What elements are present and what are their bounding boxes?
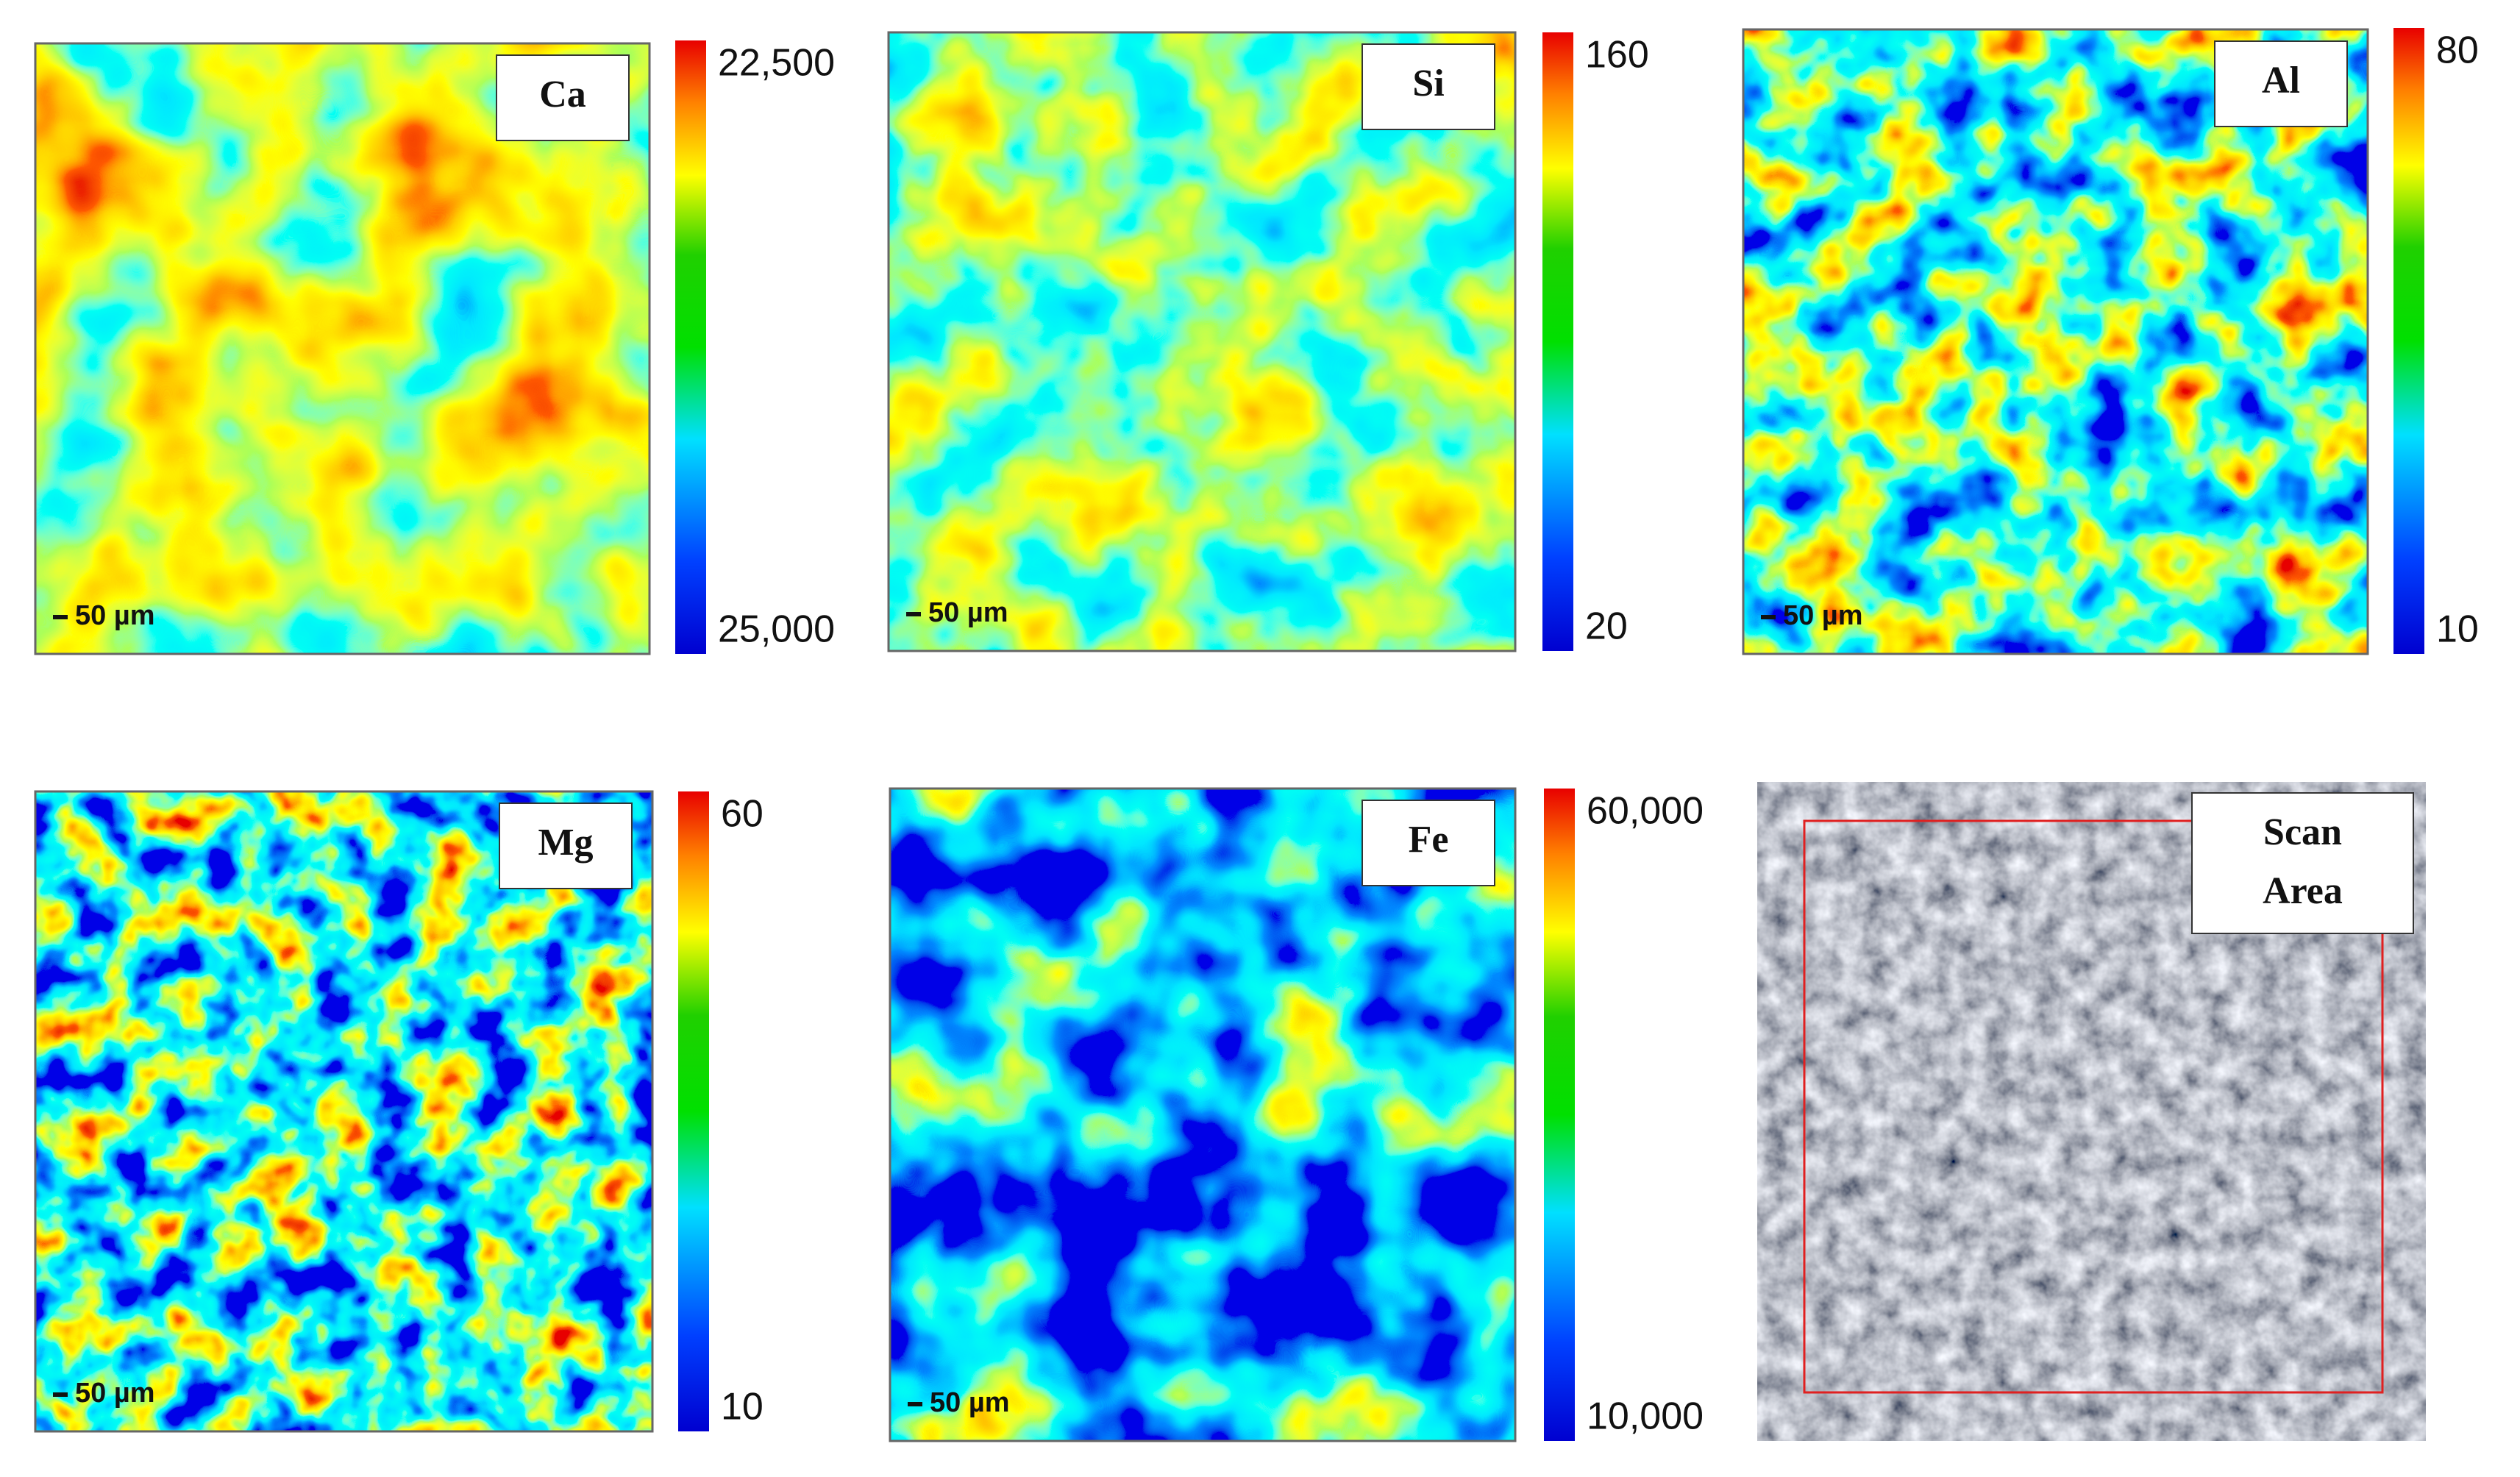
element-label: Ca <box>539 74 586 115</box>
scale-bar-label: 50 µm <box>928 597 1008 628</box>
scale-bar-label: 50 µm <box>930 1387 1010 1418</box>
label-box <box>2191 792 2414 934</box>
element-label: Al <box>2262 60 2300 102</box>
colorbar-max: 22,500 <box>718 42 835 85</box>
colorbar-max: 60,000 <box>1587 790 1704 833</box>
element-label: Si <box>1412 63 1444 104</box>
map-border <box>889 787 1517 1442</box>
label-box <box>496 54 630 141</box>
element-map <box>1743 29 2368 654</box>
scan-label: Scan Area <box>2263 811 2343 912</box>
scale-bar-label: 50 µm <box>75 1378 155 1409</box>
element-map <box>889 32 1515 651</box>
colorbar <box>1542 32 1573 651</box>
colorbar-max: 80 <box>2436 29 2479 72</box>
map-border <box>34 790 654 1433</box>
label-box <box>1362 43 1495 130</box>
colorbar-max: 60 <box>721 793 764 836</box>
element-label: Fe <box>1409 819 1449 861</box>
element-map <box>35 43 649 654</box>
scan-label-holder: Scan Area <box>2263 811 2343 912</box>
colorbar <box>1544 789 1575 1441</box>
colorbar-min: 20 <box>1585 605 1628 648</box>
colorbar-max: 160 <box>1585 34 1649 76</box>
label-box <box>499 802 633 889</box>
element-map <box>890 789 1515 1441</box>
colorbar <box>675 40 706 654</box>
scan-region <box>1803 819 2384 1394</box>
label-box <box>1362 800 1495 886</box>
colorbar-min: 10 <box>2436 608 2479 651</box>
colorbar-min: 25,000 <box>718 608 835 651</box>
map-border <box>34 42 651 655</box>
colorbar-min: 10,000 <box>1587 1395 1704 1438</box>
colorbar <box>2393 28 2424 654</box>
label-box <box>2214 40 2348 127</box>
scale-bar-label: 50 µm <box>1783 600 1863 631</box>
colorbar-min: 10 <box>721 1386 764 1428</box>
map-border <box>887 31 1517 652</box>
element-map <box>35 791 652 1431</box>
scale-bar-label: 50 µm <box>75 600 155 631</box>
colorbar <box>678 791 709 1431</box>
element-label: Mg <box>538 822 593 864</box>
map-border <box>1742 28 2369 655</box>
